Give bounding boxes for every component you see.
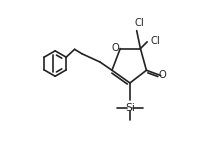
Text: O: O [112,43,120,53]
Text: Cl: Cl [135,18,145,28]
Text: Si: Si [125,103,135,113]
Text: Cl: Cl [151,36,161,46]
Text: O: O [158,70,166,80]
